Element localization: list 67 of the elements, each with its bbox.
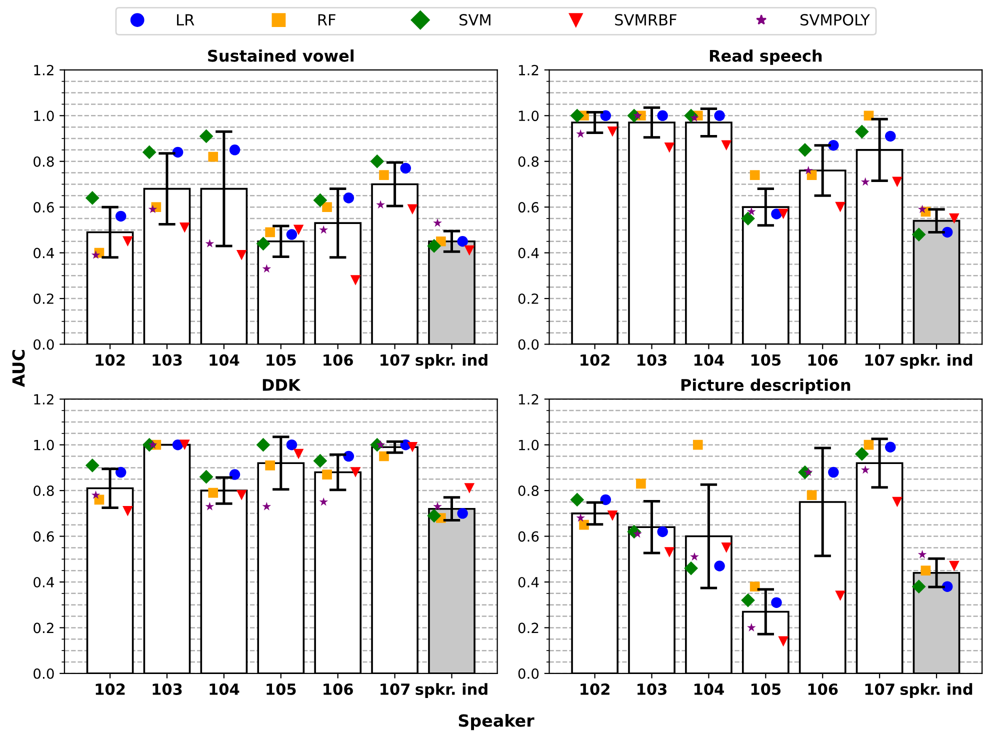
y-tick-label: 1.0 xyxy=(34,440,54,450)
x-tick-label: spkr. ind xyxy=(900,683,972,698)
legend-label: RF xyxy=(318,14,336,26)
y-tick-label: 0.2 xyxy=(518,622,538,634)
x-tick-label: 105 xyxy=(751,354,781,366)
x-tick-label: 103 xyxy=(638,354,666,366)
x-tick-label: spkr. ind xyxy=(416,354,488,369)
x-tick-label: 102 xyxy=(580,683,610,695)
x-tick-label: 105 xyxy=(751,683,781,695)
x-tick-label: 105 xyxy=(266,683,296,695)
x-tick-label: spkr. ind xyxy=(416,683,488,698)
y-tick-label: 0.0 xyxy=(34,668,54,679)
x-axis-title: Speaker xyxy=(458,714,534,730)
y-tick-label: 0.0 xyxy=(518,339,539,350)
y-tick-label: 0.0 xyxy=(34,339,54,350)
y-tick-label: 1.2 xyxy=(34,394,54,404)
x-tick-label: 107 xyxy=(380,354,410,366)
x-tick-label: 102 xyxy=(96,683,125,695)
x-tick-label: 106 xyxy=(324,354,353,366)
x-tick-label: 104 xyxy=(210,683,240,695)
y-axis-title: AUC xyxy=(12,350,25,387)
x-tick-label: 102 xyxy=(580,354,610,366)
chart-title: Sustained vowel xyxy=(208,49,354,62)
chart-title: DDK xyxy=(262,379,301,391)
x-tick-label: 107 xyxy=(865,354,894,366)
y-tick-label: 0.4 xyxy=(518,248,539,258)
y-tick-label: 0.0 xyxy=(518,668,539,679)
chart-title: Picture description xyxy=(681,378,850,394)
y-tick-label: 0.2 xyxy=(34,622,54,634)
x-tick-label: spkr. ind xyxy=(900,354,972,369)
x-tick-label: 105 xyxy=(266,354,296,366)
y-tick-label: 0.8 xyxy=(518,486,539,496)
y-tick-label: 0.2 xyxy=(518,293,538,304)
x-tick-label: 104 xyxy=(694,683,724,695)
y-tick-label: 0.6 xyxy=(34,531,54,542)
y-tick-label: 0.8 xyxy=(518,156,539,167)
x-tick-label: 104 xyxy=(694,354,724,366)
y-tick-label: 0.4 xyxy=(34,248,54,258)
chart-title: Read speech xyxy=(710,49,822,65)
y-tick-label: 0.6 xyxy=(34,202,54,213)
x-tick-label: 107 xyxy=(865,683,894,695)
y-tick-label: 1.0 xyxy=(34,110,54,122)
x-tick-label: 103 xyxy=(638,683,666,695)
legend-label: SVMRBF xyxy=(615,14,676,26)
y-tick-label: 0.6 xyxy=(518,531,539,542)
x-tick-label: 106 xyxy=(808,683,838,695)
x-tick-label: 104 xyxy=(210,354,240,366)
y-tick-label: 0.8 xyxy=(34,156,54,167)
x-tick-label: 103 xyxy=(152,683,182,695)
x-tick-label: 103 xyxy=(152,354,182,366)
y-tick-label: 0.8 xyxy=(34,486,54,496)
y-tick-label: 0.6 xyxy=(518,202,539,213)
y-tick-label: 1.2 xyxy=(518,394,538,404)
x-tick-label: 106 xyxy=(808,354,838,366)
y-tick-label: 0.4 xyxy=(34,576,54,588)
x-tick-label: 107 xyxy=(380,683,410,695)
y-tick-label: 1.0 xyxy=(518,110,539,122)
y-tick-label: 1.2 xyxy=(34,64,54,76)
x-tick-label: 102 xyxy=(96,354,125,366)
y-tick-label: 1.0 xyxy=(518,440,539,450)
legend-label: SVMPOLY xyxy=(800,14,870,26)
y-tick-label: 1.2 xyxy=(518,64,538,76)
legend-label: LR xyxy=(177,14,194,26)
y-tick-label: 0.4 xyxy=(518,576,539,588)
y-tick-label: 0.2 xyxy=(34,293,54,304)
legend-label: SVM xyxy=(460,14,490,26)
x-tick-label: 106 xyxy=(324,683,353,695)
